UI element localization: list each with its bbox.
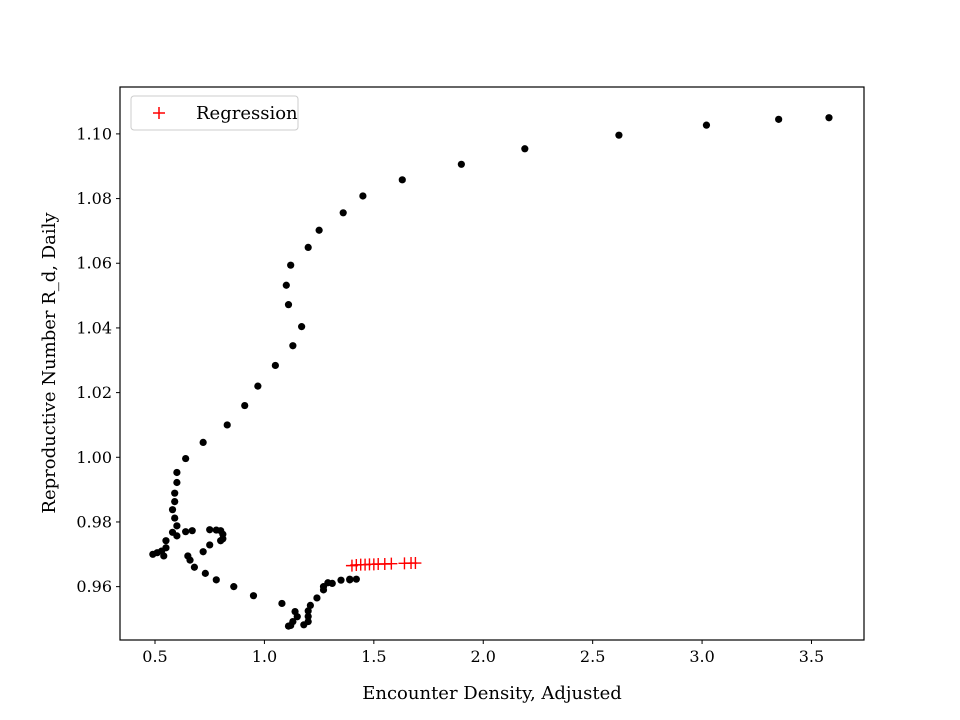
data-point: [298, 323, 306, 331]
y-tick-label: 1.02: [76, 383, 112, 402]
data-point: [359, 192, 367, 200]
legend-entry-regression: Regression: [196, 103, 298, 124]
data-point: [306, 601, 314, 609]
y-axis-label: Reproductive Number R_d, Daily: [39, 212, 60, 514]
data-point: [337, 576, 345, 584]
x-axis-label: Encounter Density, Adjusted: [362, 683, 622, 704]
data-point: [346, 576, 354, 584]
data-point: [186, 556, 194, 564]
axes-frame: [119, 86, 865, 641]
regression-point: [385, 557, 398, 570]
data-point: [171, 489, 179, 497]
data-point: [173, 478, 181, 487]
data-point: [293, 613, 301, 621]
y-tick-label: 1.04: [76, 318, 112, 337]
data-point: [173, 522, 181, 530]
data-point: [304, 617, 312, 626]
data-point: [173, 468, 181, 477]
data-point: [398, 176, 406, 184]
data-point: [149, 550, 157, 558]
regression-point: [409, 557, 422, 570]
x-tick-label: 3.0: [689, 647, 714, 666]
data-point: [241, 401, 249, 410]
x-tick-label: 1.5: [361, 647, 386, 666]
data-point: [775, 115, 783, 123]
data-point: [339, 209, 347, 217]
data-point: [168, 506, 177, 514]
legend-box: [130, 95, 299, 131]
data-point: [230, 583, 238, 591]
legend: Regression: [130, 95, 299, 131]
y-tick-label: 1.00: [76, 448, 112, 467]
data-point: [249, 592, 258, 600]
x-tick-label: 3.5: [799, 647, 824, 666]
data-point: [304, 612, 312, 620]
data-point: [328, 579, 336, 588]
legend-plus-marker: [153, 107, 165, 119]
data-point: [457, 160, 465, 168]
data-point: [315, 226, 323, 234]
data-point: [160, 552, 168, 560]
data-point: [182, 454, 190, 463]
data-point: [284, 301, 293, 309]
data-point: [217, 537, 225, 545]
x-tick-label: 0.5: [142, 647, 167, 666]
data-point: [287, 261, 295, 269]
data-point: [521, 145, 529, 153]
plot-area: [149, 114, 833, 630]
data-point: [615, 131, 623, 139]
data-point: [254, 382, 262, 390]
data-point: [199, 438, 207, 447]
y-tick-label: 1.10: [76, 124, 112, 143]
y-tick-label: 1.06: [76, 254, 112, 273]
data-point: [304, 243, 312, 252]
data-point: [313, 594, 321, 602]
data-point: [271, 361, 279, 370]
data-point: [171, 497, 179, 506]
data-point: [162, 537, 170, 545]
data-point: [282, 281, 290, 289]
y-tick-label: 0.98: [76, 512, 112, 531]
data-point: [702, 121, 711, 129]
y-tick-label: 1.08: [76, 189, 112, 208]
data-point: [171, 514, 179, 522]
x-tick-label: 1.0: [252, 647, 277, 666]
data-point: [352, 575, 360, 583]
data-point: [190, 563, 198, 571]
data-point: [188, 527, 196, 535]
data-point: [289, 342, 297, 350]
data-point: [284, 622, 293, 630]
data-point: [206, 541, 214, 549]
data-point: [173, 532, 181, 540]
data-point: [223, 421, 231, 429]
data-point: [212, 576, 220, 584]
y-tick-label: 0.96: [76, 577, 112, 596]
data-point: [825, 114, 833, 122]
data-point: [199, 548, 207, 556]
data-point: [201, 569, 209, 577]
data-point: [278, 599, 286, 608]
x-tick-label: 2.5: [580, 647, 605, 666]
x-tick-label: 2.0: [471, 647, 496, 666]
data-point: [182, 528, 190, 536]
data-point: [304, 607, 312, 615]
data-point: [206, 526, 214, 534]
axis-ticks: 0.5 1.0 1.5 2.0 2.5 3.0 3.5 0.96 0.98 1.00 1.02 1.0…: [76, 124, 824, 666]
